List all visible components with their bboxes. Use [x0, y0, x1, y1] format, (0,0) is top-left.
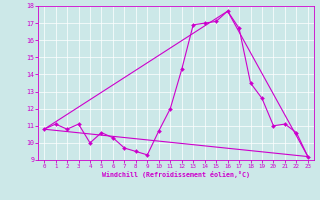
X-axis label: Windchill (Refroidissement éolien,°C): Windchill (Refroidissement éolien,°C) [102, 171, 250, 178]
